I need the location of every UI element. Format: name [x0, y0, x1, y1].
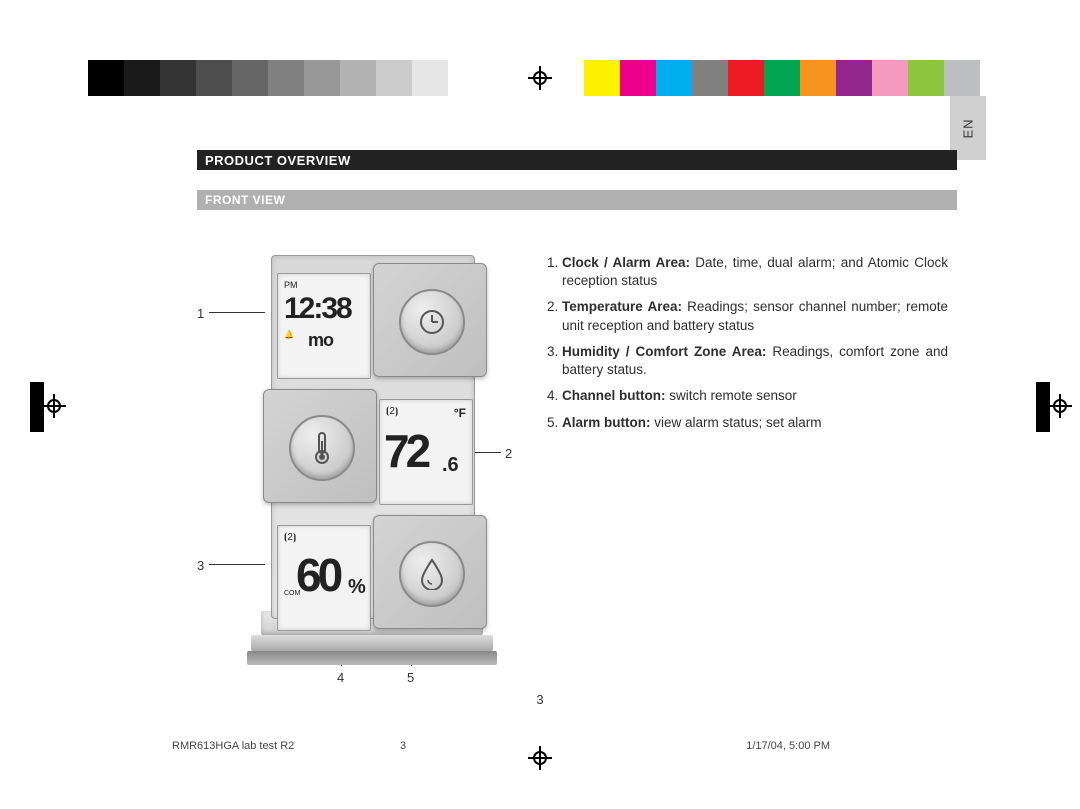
clock-sub: mo [308, 330, 333, 351]
clock-ampm: PM [284, 280, 298, 290]
callout-5: 5 [407, 670, 414, 685]
hum-value: 60 [296, 548, 339, 602]
grayscale-swatch [232, 60, 268, 96]
color-swatch [836, 60, 872, 96]
registration-mark-icon [42, 394, 66, 418]
clock-icon [418, 308, 446, 336]
callout-3: 3 [197, 558, 204, 573]
list-item-text: switch remote sensor [665, 388, 796, 403]
device-base-shadow [247, 651, 497, 665]
clock-button-cube [373, 263, 487, 377]
alarm-button[interactable] [399, 541, 465, 607]
list-item: Humidity / Comfort Zone Area: Readings, … [562, 343, 948, 379]
device-base-upper [251, 635, 493, 651]
channel-button[interactable] [289, 415, 355, 481]
device-body: PM 12:38 🔔 mo [257, 255, 487, 665]
alarm-button-cube [373, 515, 487, 629]
alarm-icon: 🔔 [284, 330, 294, 339]
thermometer-icon [311, 431, 333, 465]
temp-unit: °F [454, 406, 466, 420]
list-item-text: view alarm status; set alarm [651, 415, 822, 430]
clock-button[interactable] [399, 289, 465, 355]
subsection-heading: FRONT VIEW [197, 190, 957, 210]
subsection-heading-text: FRONT VIEW [205, 193, 285, 207]
color-swatch [656, 60, 692, 96]
section-heading: PRODUCT OVERVIEW [197, 150, 957, 170]
footer-doc-name: RMR613HGA lab test R2 [172, 740, 294, 752]
grayscale-swatch [160, 60, 196, 96]
list-item: Alarm button: view alarm status; set ala… [562, 414, 948, 432]
temperature-lcd: ⦗2⦘ °F 72 .6 [379, 399, 473, 505]
color-swatch [620, 60, 656, 96]
grayscale-swatch [268, 60, 304, 96]
list-item-bold: Alarm button: [562, 415, 651, 430]
color-swatch [764, 60, 800, 96]
grayscale-swatch [304, 60, 340, 96]
hum-unit: % [348, 576, 366, 599]
list-item: Clock / Alarm Area: Date, time, dual ala… [562, 254, 948, 290]
list-item-bold: Clock / Alarm Area: [562, 255, 690, 270]
temp-signal-icon: ⦗2⦘ [386, 406, 398, 417]
grayscale-swatch [124, 60, 160, 96]
registration-mark-icon [528, 66, 552, 90]
page-number-text: 3 [536, 692, 543, 707]
crop-bar [1036, 382, 1050, 432]
color-swatch [728, 60, 764, 96]
device-illustration: 1 2 3 4 5 PM 12:38 🔔 mo [197, 240, 517, 680]
language-label: EN [961, 118, 976, 138]
callout-2: 2 [505, 446, 512, 461]
color-swatch [692, 60, 728, 96]
color-swatch [872, 60, 908, 96]
humidity-lcd: ⦗2⦘ COM 60 % [277, 525, 371, 631]
crop-bar [30, 382, 44, 432]
grayscale-swatch [340, 60, 376, 96]
grayscale-swatch [376, 60, 412, 96]
color-swatch [908, 60, 944, 96]
list-item: Channel button: switch remote sensor [562, 387, 948, 405]
list-item: Temperature Area: Readings; sensor chann… [562, 298, 948, 334]
temp-decimal: .6 [442, 454, 459, 477]
page-number: 3 [0, 692, 1080, 707]
callout-4: 4 [337, 670, 344, 685]
list-item-bold: Humidity / Comfort Zone Area: [562, 344, 766, 359]
list-item-bold: Temperature Area: [562, 299, 682, 314]
droplet-icon [419, 558, 445, 590]
description-list: Clock / Alarm Area: Date, time, dual ala… [540, 254, 948, 440]
clock-lcd: PM 12:38 🔔 mo [277, 273, 371, 379]
list-item-bold: Channel button: [562, 388, 665, 403]
grayscale-swatch [448, 60, 484, 96]
section-heading-text: PRODUCT OVERVIEW [205, 153, 351, 168]
channel-button-cube [263, 389, 377, 503]
grayscale-swatch [196, 60, 232, 96]
callout-1: 1 [197, 306, 204, 321]
temp-value: 72 [384, 424, 427, 478]
color-swatch [800, 60, 836, 96]
grayscale-swatch [412, 60, 448, 96]
clock-time: 12:38 [284, 292, 351, 326]
footer-page: 3 [400, 740, 406, 752]
registration-mark-icon [1048, 394, 1072, 418]
grayscale-swatch [88, 60, 124, 96]
color-swatch [584, 60, 620, 96]
color-swatch [944, 60, 980, 96]
registration-mark-icon [528, 746, 552, 770]
hum-signal-icon: ⦗2⦘ [284, 532, 296, 543]
footer-datetime: 1/17/04, 5:00 PM [746, 740, 830, 752]
